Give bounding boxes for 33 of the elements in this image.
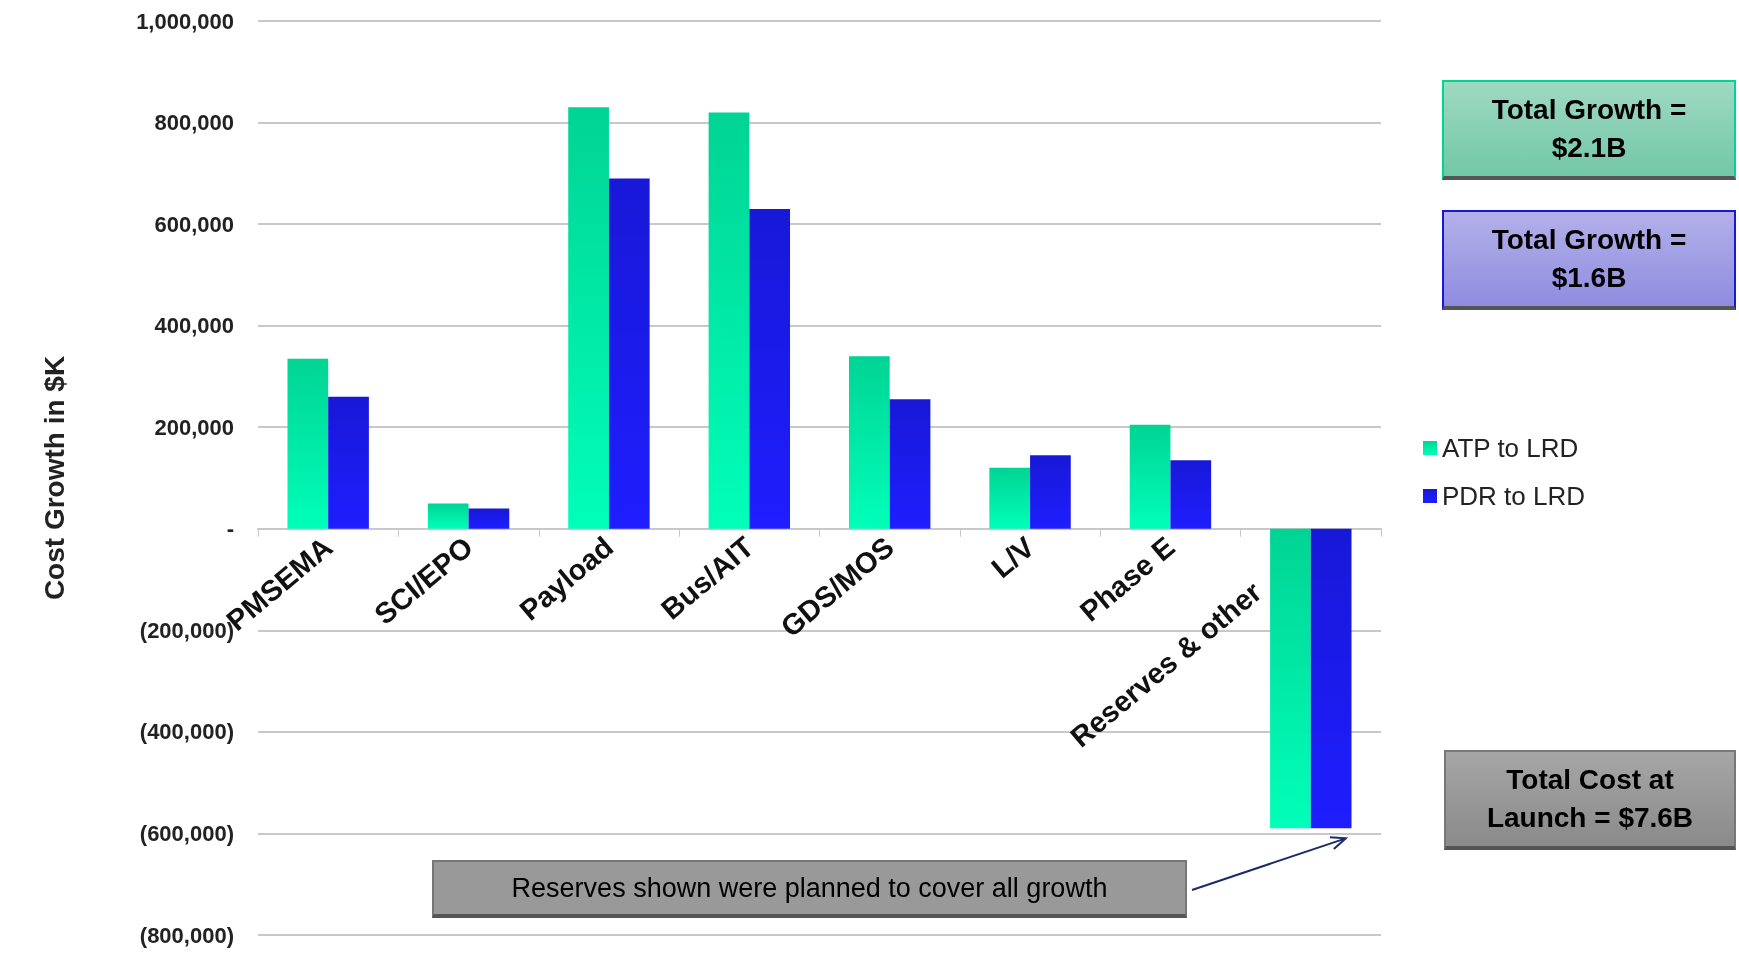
y-tick-label: 800,000 [154, 110, 234, 136]
bar [328, 396, 369, 529]
bar [889, 399, 931, 529]
y-tick-label: 400,000 [154, 313, 234, 339]
bar [1129, 424, 1171, 529]
bar [1030, 455, 1071, 529]
bar [1170, 460, 1212, 529]
text-box: Total Growth = $2.1B [1442, 80, 1736, 180]
bar [608, 178, 650, 529]
bar [568, 107, 609, 529]
bar [1270, 528, 1311, 829]
y-axis-title: Cost Growth in $K [38, 355, 70, 601]
bar [749, 208, 791, 529]
bar [708, 112, 750, 529]
y-tick-label: 200,000 [154, 414, 234, 440]
text-box: Total Cost at Launch = $7.6B [1444, 750, 1736, 850]
y-tick-label: (600,000) [139, 820, 234, 846]
legend-label: ATP to LRD [1442, 433, 1579, 463]
y-tick-label: (400,000) [139, 719, 234, 745]
bar [287, 358, 329, 529]
y-tick-label: - [226, 516, 234, 542]
bar [468, 508, 510, 529]
text-box: Total Growth = $1.6B [1442, 210, 1736, 310]
x-tick-label: L/V [985, 530, 1041, 585]
y-tick-label: 600,000 [154, 211, 234, 237]
y-tick-label: (800,000) [139, 922, 234, 948]
bar [848, 356, 890, 529]
bar [1310, 528, 1352, 829]
bar [989, 467, 1031, 529]
text-box: Reserves shown were planned to cover all growth [432, 860, 1187, 918]
y-tick-label: 1,000,000 [136, 8, 234, 34]
bar [427, 503, 469, 529]
legend-label: PDR to LRD [1442, 481, 1586, 511]
